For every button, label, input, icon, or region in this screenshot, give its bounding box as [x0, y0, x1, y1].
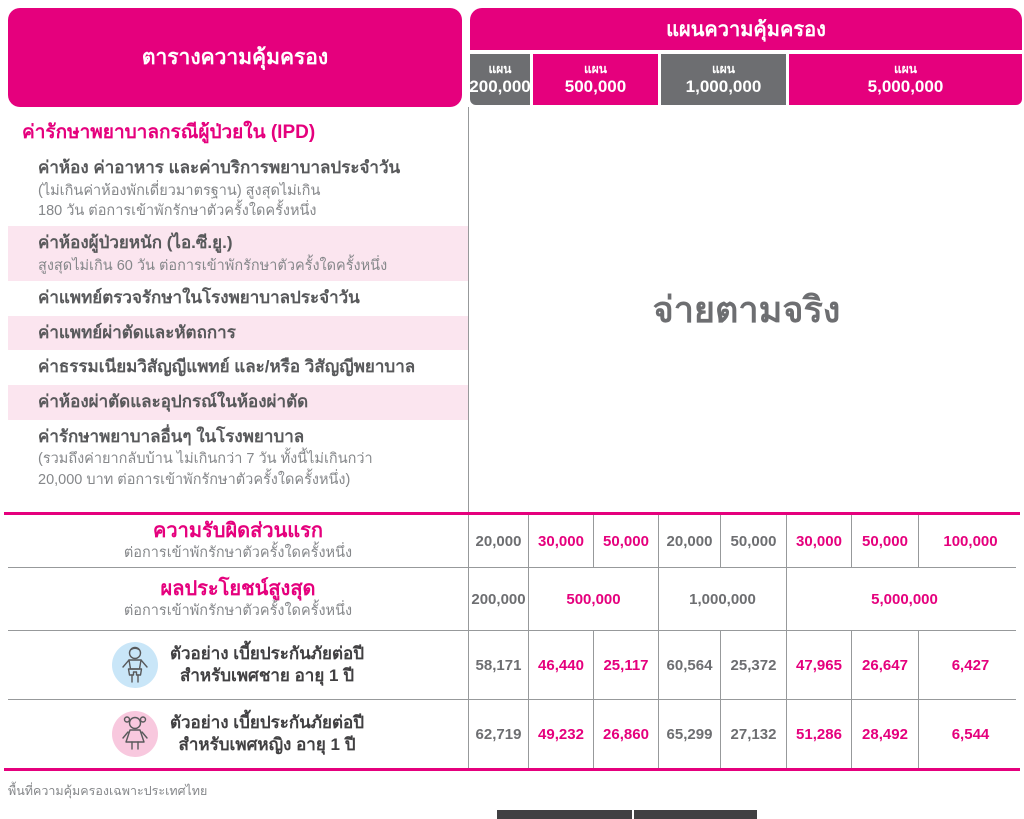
- premium-male-value: 58,171: [469, 631, 529, 699]
- premium-male-caption: ตัวอย่าง เบี้ยประกันภัยต่อปี สำหรับเพศชา…: [169, 643, 365, 685]
- girl-icon: [111, 711, 158, 757]
- premium-male-value: 25,117: [594, 631, 659, 699]
- premium-female-value: 49,232: [529, 700, 594, 768]
- benefit-row-operating-room: ค่าห้องผ่าตัดและอุปกรณ์ในห้องผ่าตัด: [8, 385, 468, 420]
- benefit-row-room-board: ค่าห้อง ค่าอาหาร และค่าบริการพยาบาลประจำ…: [38, 158, 401, 219]
- plans-header-group: แผนความคุ้มครอง แผน 200,000 แผน 500,000 …: [469, 8, 1022, 107]
- deductible-value: 100,000: [943, 532, 998, 550]
- premium-female-value: 65,299: [659, 700, 721, 768]
- benefit-row-anesthetist-fee: ค่าธรรมเนียมวิสัญญีแพทย์ และ/หรือ วิสัญญ…: [38, 357, 416, 377]
- deductible-value: 30,000: [787, 515, 852, 567]
- premium-female-value: 28,492: [852, 700, 919, 768]
- header: ตารางความคุ้มครอง แผนความคุ้มครอง แผน 20…: [0, 0, 1024, 107]
- premium-male-value: 26,647: [852, 631, 919, 699]
- boy-icon: [111, 642, 158, 688]
- benefit-row-surgery-fee: ค่าแพทย์ผ่าตัดและหัตถการ: [8, 315, 468, 351]
- premium-female-row: ตัวอย่าง เบี้ยประกันภัยต่อปี สำหรับเพศหญ…: [0, 700, 1024, 768]
- deductible-label: ความรับผิดส่วนแรก ต่อการเข้าพักรักษาตัวค…: [123, 520, 353, 562]
- premium-male-value: 47,965: [787, 631, 852, 699]
- deductible-value: 20,000: [469, 515, 529, 567]
- ipd-section-title: ค่ารักษาพยาบาลกรณีผู้ป่วยใน (IPD): [22, 122, 316, 143]
- premium-male-value: 25,372: [721, 631, 787, 699]
- plan-columns: แผน 200,000 แผน 500,000 แผน 1,000,000 แผ…: [469, 54, 1022, 105]
- premium-male-row: ตัวอย่าง เบี้ยประกันภัยต่อปี สำหรับเพศชา…: [0, 631, 1024, 699]
- plan-200000-header: แผน 200,000: [469, 54, 531, 105]
- premium-male-value: 60,564: [659, 631, 721, 699]
- benefit-row-icu: ค่าห้องผู้ป่วยหนัก (ไอ.ซี.ยู.) สูงสุดไม่…: [8, 226, 468, 282]
- premium-female-values: 62,719 49,232 26,860 65,299 27,132 51,28…: [468, 700, 1022, 768]
- plan-5000000-header: แผน 5,000,000: [789, 54, 1022, 105]
- deductible-value: 50,000: [852, 515, 919, 567]
- deductible-values: 20,000 30,000 50,000 20,000 50,000 30,00…: [468, 515, 1022, 567]
- deductible-value: 30,000: [529, 515, 594, 567]
- deductible-value: 50,000: [721, 515, 787, 567]
- pay-actual-area: จ่ายตามจริง: [468, 107, 1024, 512]
- premium-male-value: 6,427: [951, 656, 990, 674]
- deductible-value: 50,000: [594, 515, 659, 567]
- benefit-row-other-expenses: ค่ารักษาพยาบาลอื่นๆ ในโรงพยาบาล (รวมถึงค…: [38, 426, 373, 488]
- premium-female-value: 26,860: [594, 700, 659, 768]
- table-title: ตารางความคุ้มครอง: [141, 46, 329, 69]
- plans-title: แผนความคุ้มครอง: [470, 8, 1022, 50]
- table-title-box: ตารางความคุ้มครอง: [8, 8, 462, 107]
- divider-thin-1: [8, 567, 1016, 568]
- divider-pink-bottom: [4, 768, 1020, 771]
- max-benefit-value: 5,000,000: [871, 590, 938, 608]
- divider-thin-2: [8, 630, 1016, 631]
- max-benefit-value: 200,000: [469, 568, 529, 630]
- partial-dark-box-1: [497, 810, 632, 819]
- max-benefit-value: 500,000: [529, 568, 659, 630]
- premium-male-label: ตัวอย่าง เบี้ยประกันภัยต่อปี สำหรับเพศชา…: [8, 631, 468, 699]
- coverage-area-note: พื้นที่ความคุ้มครองเฉพาะประเทศไทย: [8, 784, 208, 798]
- max-benefit-value: 1,000,000: [659, 568, 787, 630]
- premium-male-value: 46,440: [529, 631, 594, 699]
- max-benefit-label: ผลประโยชน์สูงสุด ต่อการเข้าพักรักษาตัวคร…: [123, 578, 353, 620]
- pay-actual-value: จ่ายตามจริง: [652, 289, 841, 330]
- deductible-row: ความรับผิดส่วนแรก ต่อการเข้าพักรักษาตัวค…: [0, 515, 1024, 567]
- max-benefit-values: 200,000 500,000 1,000,000 5,000,000: [468, 568, 1022, 630]
- premium-male-values: 58,171 46,440 25,117 60,564 25,372 47,96…: [468, 631, 1022, 699]
- deductible-value: 20,000: [659, 515, 721, 567]
- max-benefit-row: ผลประโยชน์สูงสุด ต่อการเข้าพักรักษาตัวคร…: [0, 568, 1024, 630]
- premium-female-value: 27,132: [721, 700, 787, 768]
- bottom-cutoff-elements: [0, 810, 1024, 819]
- ipd-benefits-section: ค่ารักษาพยาบาลกรณีผู้ป่วยใน (IPD) ค่าห้อ…: [0, 107, 1024, 512]
- benefit-list: ค่ารักษาพยาบาลกรณีผู้ป่วยใน (IPD) ค่าห้อ…: [8, 107, 468, 512]
- premium-female-caption: ตัวอย่าง เบี้ยประกันภัยต่อปี สำหรับเพศหญ…: [169, 712, 365, 754]
- divider-pink-top: [4, 512, 1020, 515]
- premium-female-value: 6,544: [951, 725, 990, 743]
- partial-dark-box-2: [634, 810, 757, 819]
- premium-female-label: ตัวอย่าง เบี้ยประกันภัยต่อปี สำหรับเพศหญ…: [8, 700, 468, 768]
- benefit-row-doctor-visit: ค่าแพทย์ตรวจรักษาในโรงพยาบาลประจำวัน: [38, 288, 360, 308]
- premium-female-value: 62,719: [469, 700, 529, 768]
- divider-thin-3: [8, 699, 1016, 700]
- premium-female-value: 51,286: [787, 700, 852, 768]
- plan-1000000-header: แผน 1,000,000: [661, 54, 786, 105]
- plan-500000-header: แผน 500,000: [533, 54, 658, 105]
